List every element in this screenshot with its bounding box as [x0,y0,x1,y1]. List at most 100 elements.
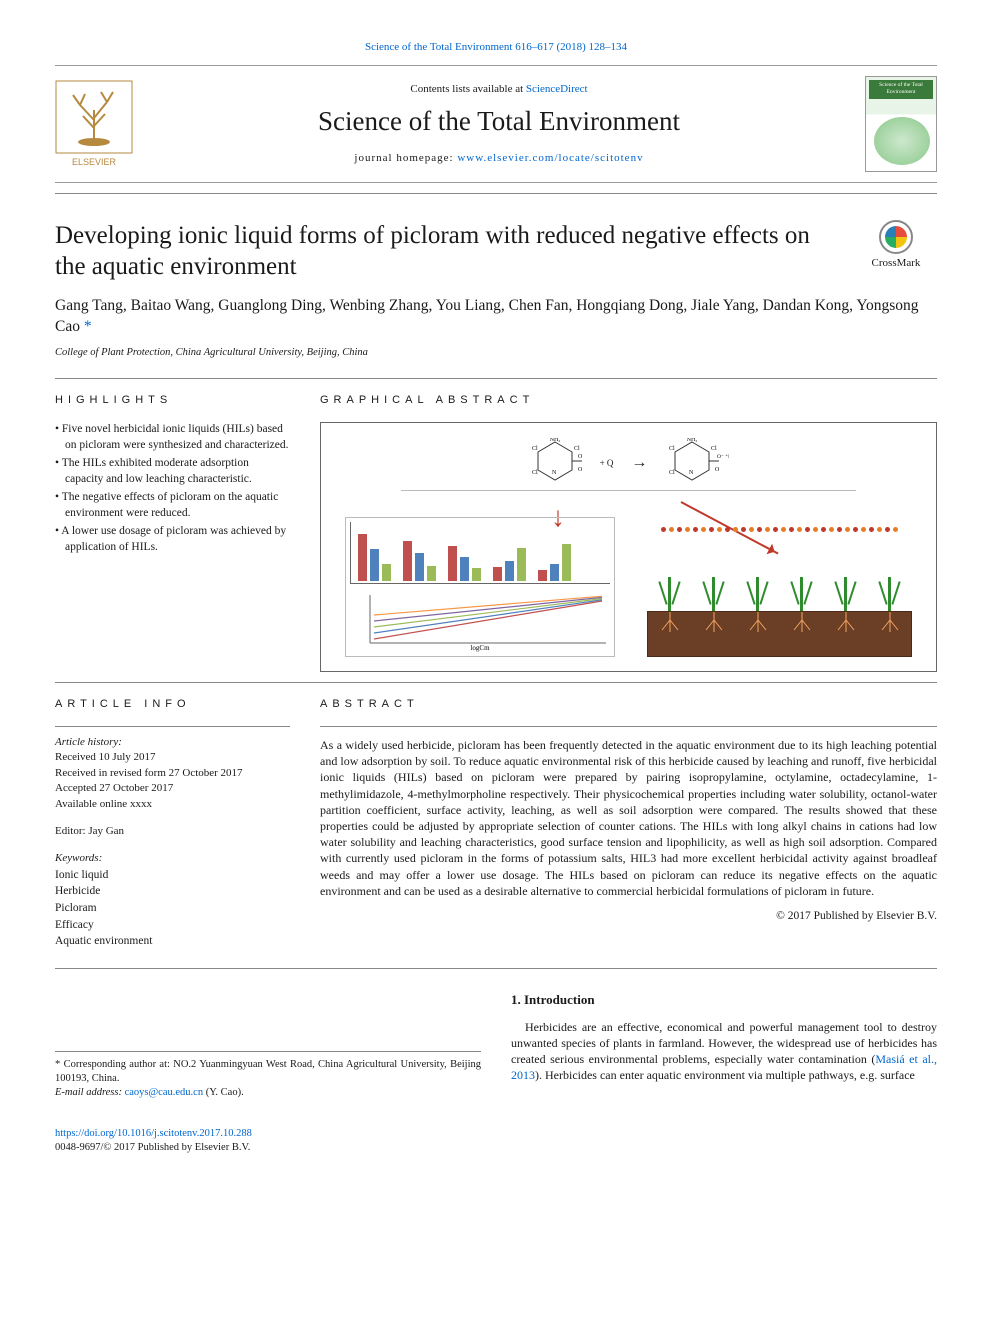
history-line: Accepted 27 October 2017 [55,781,290,796]
article-history: Article history: Received 10 July 2017 R… [55,735,290,812]
svg-text:NH₂: NH₂ [549,438,560,443]
affiliation: College of Plant Protection, China Agric… [55,346,937,360]
reaction-arrow-icon: → [631,452,647,474]
keywords-block: Keywords: Ionic liquid Herbicide Piclora… [55,851,290,950]
body-col-right: 1. Introduction Herbicides are an effect… [511,991,937,1101]
masthead-center: Contents lists available at ScienceDirec… [151,82,847,166]
email-label: E-mail address: [55,1087,125,1098]
svg-text:Cl: Cl [532,446,538,452]
corresponding-footnote: * Corresponding author at: NO.2 Yuanming… [55,1051,481,1101]
svg-text:O: O [715,467,720,473]
divider [55,193,937,194]
ga-plants [647,547,912,617]
highlights-list: Five novel herbicidal ionic liquids (HIL… [55,422,290,555]
issn-line: 0048-9697/© 2017 Published by Elsevier B… [55,1141,937,1155]
homepage-link[interactable]: www.elsevier.com/locate/scitotenv [457,152,643,164]
page-root: Science of the Total Environment 616–617… [0,0,992,1185]
highlight-item: A lower use dosage of picloram was achie… [55,524,290,555]
intro-tail: ). Herbicides can enter aquatic environm… [535,1068,915,1082]
graphical-abstract-block: GRAPHICAL ABSTRACT NH₂ Cl Cl Cl N OH O + Q → N… [320,393,937,672]
authors-text: Gang Tang, Baitao Wang, Guanglong Ding, … [55,297,919,335]
upper-columns: HIGHLIGHTS Five novel herbicidal ionic l… [55,393,937,672]
ga-left-panel: logCm [345,517,615,657]
highlight-item: The HILs exhibited moderate adsorption c… [55,456,290,487]
article-info-block: ARTICLE INFO Article history: Received 1… [55,697,290,950]
svg-text:O: O [578,467,582,473]
history-label: Article history: [55,735,290,750]
svg-text:Cl: Cl [669,470,675,476]
keyword: Herbicide [55,883,290,900]
contents-line: Contents lists available at ScienceDirec… [151,82,847,97]
highlight-item: Five novel herbicidal ionic liquids (HIL… [55,422,290,453]
graphical-abstract-figure: NH₂ClClClNOHO + Q → NH₂ClClClNO⁻ ⁺HQO ↓ … [320,422,937,672]
divider [55,968,937,969]
keyword: Ionic liquid [55,867,290,884]
keyword: Efficacy [55,917,290,934]
editor-block: Editor: Jay Gan [55,824,290,839]
intro-text: Herbicides are an effective, economical … [511,1020,937,1066]
reagent-a-icon: NH₂ Cl Cl Cl N OH O [528,438,582,487]
article-title: Developing ionic liquid forms of piclora… [55,220,839,283]
body-col-left: * Corresponding author at: NO.2 Yuanming… [55,991,481,1101]
cover-title: Science of the Total Environment [869,80,933,99]
email-tail: (Y. Cao). [203,1087,244,1098]
svg-text:N: N [552,470,557,476]
authors-line: Gang Tang, Baitao Wang, Guanglong Ding, … [55,296,937,338]
ga-bar-chart [350,522,610,584]
article-info-heading: ARTICLE INFO [55,697,290,712]
roots-icon [648,612,911,656]
ga-heading: GRAPHICAL ABSTRACT [320,393,937,408]
keyword: Picloram [55,900,290,917]
highlight-item: The negative effects of picloram on the … [55,490,290,521]
svg-text:Cl: Cl [574,446,580,452]
keyword: Aquatic environment [55,933,290,950]
ga-soil [647,611,912,657]
svg-text:Cl: Cl [669,446,675,452]
body-columns: * Corresponding author at: NO.2 Yuanming… [55,991,937,1101]
svg-text:O⁻ ⁺HQ: O⁻ ⁺HQ [717,453,729,460]
svg-text:logCm: logCm [470,644,490,652]
plus-q: + Q [600,457,614,469]
email-line: E-mail address: caoys@cau.edu.cn (Y. Cao… [55,1086,481,1100]
sciencedirect-link[interactable]: ScienceDirect [526,83,588,95]
svg-text:Cl: Cl [532,470,538,476]
keywords-label: Keywords: [55,851,290,866]
svg-text:ELSEVIER: ELSEVIER [72,157,117,167]
title-row: Developing ionic liquid forms of piclora… [55,220,937,283]
corr-author-mark[interactable]: * [84,318,92,335]
svg-text:N: N [689,470,694,476]
journal-name: Science of the Total Environment [151,103,847,139]
lower-columns: ARTICLE INFO Article history: Received 1… [55,697,937,950]
ga-right-panel [647,527,912,657]
crossmark-icon [879,220,913,254]
intro-paragraph: Herbicides are an effective, economical … [511,1019,937,1084]
corr-text: * Corresponding author at: NO.2 Yuanming… [55,1058,481,1086]
homepage-line: journal homepage: www.elsevier.com/locat… [151,151,847,166]
abstract-text: As a widely used herbicide, picloram has… [320,737,937,899]
abstract-copyright: © 2017 Published by Elsevier B.V. [320,909,937,925]
email-link[interactable]: caoys@cau.edu.cn [125,1087,203,1098]
tree-icon: ELSEVIER [55,80,133,168]
footer-meta: https://doi.org/10.1016/j.scitotenv.2017… [55,1127,937,1155]
crossmark-badge[interactable]: CrossMark [855,220,937,271]
keywords-list: Ionic liquid Herbicide Picloram Efficacy… [55,867,290,950]
product-icon: NH₂ClClClNO⁻ ⁺HQO [665,438,729,487]
doi-link[interactable]: https://doi.org/10.1016/j.scitotenv.2017… [55,1128,252,1139]
editor-label: Editor: [55,825,88,837]
svg-text:OH: OH [578,454,582,460]
journal-cover-thumb: Science of the Total Environment [865,76,937,172]
intro-heading: 1. Introduction [511,991,937,1009]
ga-reaction-scheme: NH₂ Cl Cl Cl N OH O + Q → NH₂ Cl Cl Cl N O⁻ ⁺HQ O [401,435,856,491]
highlights-block: HIGHLIGHTS Five novel herbicidal ionic l… [55,393,290,672]
top-citation: Science of the Total Environment 616–617… [55,40,937,55]
elsevier-logo: ELSEVIER [55,80,133,168]
abstract-block: ABSTRACT As a widely used herbicide, pic… [320,697,937,950]
top-citation-link[interactable]: Science of the Total Environment 616–617… [365,41,627,53]
divider [55,726,290,727]
homepage-prefix: journal homepage: [354,152,457,164]
history-line: Available online xxxx [55,797,290,812]
crossmark-label: CrossMark [872,257,921,269]
abstract-heading: ABSTRACT [320,697,937,712]
svg-text:NH₂: NH₂ [687,438,698,443]
editor-name: Jay Gan [88,825,124,837]
